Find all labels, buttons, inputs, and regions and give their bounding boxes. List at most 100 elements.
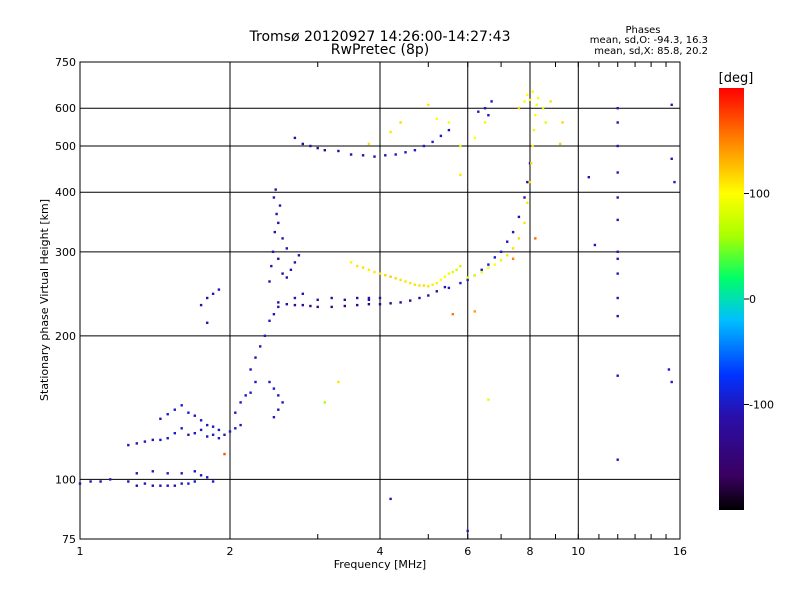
x-mode-point xyxy=(483,121,487,124)
o-mode-point xyxy=(670,380,673,384)
o-mode-point xyxy=(389,302,392,305)
o-mode-point xyxy=(431,140,434,144)
o-mode-point xyxy=(413,149,417,152)
o-mode-point xyxy=(187,411,190,414)
o-mode-point xyxy=(447,128,451,132)
x-tick-label: 8 xyxy=(527,545,534,558)
x-mode-point xyxy=(517,237,521,240)
o-mode-point xyxy=(234,427,237,430)
x-mode-point xyxy=(373,270,376,274)
o-mode-point xyxy=(199,419,203,422)
o-mode-point xyxy=(447,286,451,290)
o-mode-point xyxy=(373,155,376,158)
x-mode-point xyxy=(404,280,407,283)
o-mode-point xyxy=(166,437,169,440)
o-mode-point xyxy=(173,484,176,487)
o-mode-point xyxy=(343,304,346,308)
o-mode-point xyxy=(217,437,221,440)
x-mode-point xyxy=(223,452,226,456)
o-mode-point xyxy=(272,313,276,316)
o-mode-point xyxy=(616,374,619,377)
o-mode-point xyxy=(270,264,273,268)
o-mode-point xyxy=(180,404,183,407)
stats-heading: Phases xyxy=(625,25,660,36)
o-mode-point xyxy=(330,305,333,309)
o-mode-point xyxy=(187,482,190,485)
x-mode-point xyxy=(473,310,476,313)
o-mode-point xyxy=(277,394,280,397)
x-mode-point xyxy=(337,380,340,384)
x-mode-point xyxy=(367,268,371,271)
o-mode-point xyxy=(239,401,242,404)
o-mode-point xyxy=(199,474,203,477)
o-mode-point xyxy=(330,296,333,300)
o-mode-point xyxy=(268,319,271,322)
o-mode-point xyxy=(466,278,469,282)
x-mode-point xyxy=(378,272,382,275)
x-axis-label: Frequency [MHz] xyxy=(334,558,426,571)
o-mode-point xyxy=(316,298,319,301)
o-mode-point xyxy=(281,272,284,275)
o-mode-point xyxy=(127,480,130,483)
x-mode-point xyxy=(528,98,532,101)
o-mode-point xyxy=(211,425,215,428)
x-mode-point xyxy=(409,281,412,285)
x-mode-point xyxy=(487,398,490,401)
o-mode-point xyxy=(277,257,280,260)
o-mode-point xyxy=(271,250,275,253)
o-mode-point xyxy=(309,144,312,148)
o-mode-point xyxy=(272,416,276,419)
o-mode-point xyxy=(483,107,487,110)
o-mode-point xyxy=(166,472,169,475)
o-mode-point xyxy=(180,427,183,430)
x-mode-point xyxy=(561,121,564,124)
o-mode-point xyxy=(259,345,262,348)
o-mode-point xyxy=(616,107,619,110)
o-mode-point xyxy=(173,408,176,411)
x-mode-point xyxy=(451,270,454,274)
colorbar-tick-label: -100 xyxy=(749,399,774,412)
o-mode-point xyxy=(249,368,252,371)
x-tick-label: 1 xyxy=(77,545,84,558)
x-axis-ticks: 1 2 4 6 8 10 16 xyxy=(77,62,687,558)
o-mode-point xyxy=(506,240,509,243)
colorbar-ticks: 100 0 -100 xyxy=(744,188,774,412)
x-mode-point xyxy=(349,261,353,264)
y-tick-label: 600 xyxy=(55,102,76,115)
o-mode-point xyxy=(459,281,462,285)
y-tick-label: 300 xyxy=(55,246,76,259)
y-axis-ticks: 75 100 200 300 400 500 600 750 xyxy=(55,56,76,546)
o-mode-point xyxy=(293,136,297,140)
o-mode-point xyxy=(323,149,326,152)
o-mode-point xyxy=(109,478,112,481)
o-mode-point xyxy=(151,438,154,442)
o-mode-point xyxy=(151,484,154,487)
o-mode-point xyxy=(275,212,278,216)
colorbar-tick-label: 0 xyxy=(749,293,756,306)
x-mode-point xyxy=(447,272,451,275)
o-mode-point xyxy=(356,303,359,307)
o-mode-point xyxy=(389,497,392,501)
o-mode-point xyxy=(337,149,340,153)
o-mode-point xyxy=(277,221,280,225)
o-mode-point xyxy=(211,433,215,436)
x-mode-point xyxy=(473,274,476,277)
o-mode-point xyxy=(254,356,257,359)
x-mode-point xyxy=(455,268,458,271)
x-mode-point xyxy=(422,284,426,287)
x-mode-point xyxy=(384,274,387,277)
o-mode-point xyxy=(422,144,426,148)
o-mode-point xyxy=(193,432,196,435)
o-mode-point xyxy=(316,146,319,150)
stats-line-x: mean, sd,X: 85.8, 20.2 xyxy=(594,46,708,57)
x-mode-point xyxy=(531,144,534,148)
x-mode-point xyxy=(541,107,545,110)
o-mode-point xyxy=(378,296,382,300)
x-mode-point xyxy=(389,130,392,134)
x-mode-point xyxy=(399,278,402,282)
x-mode-point xyxy=(439,278,443,282)
o-mode-point xyxy=(135,484,138,487)
o-mode-point xyxy=(477,110,480,113)
x-tick-label: 2 xyxy=(227,545,234,558)
x-mode-point xyxy=(535,103,538,106)
